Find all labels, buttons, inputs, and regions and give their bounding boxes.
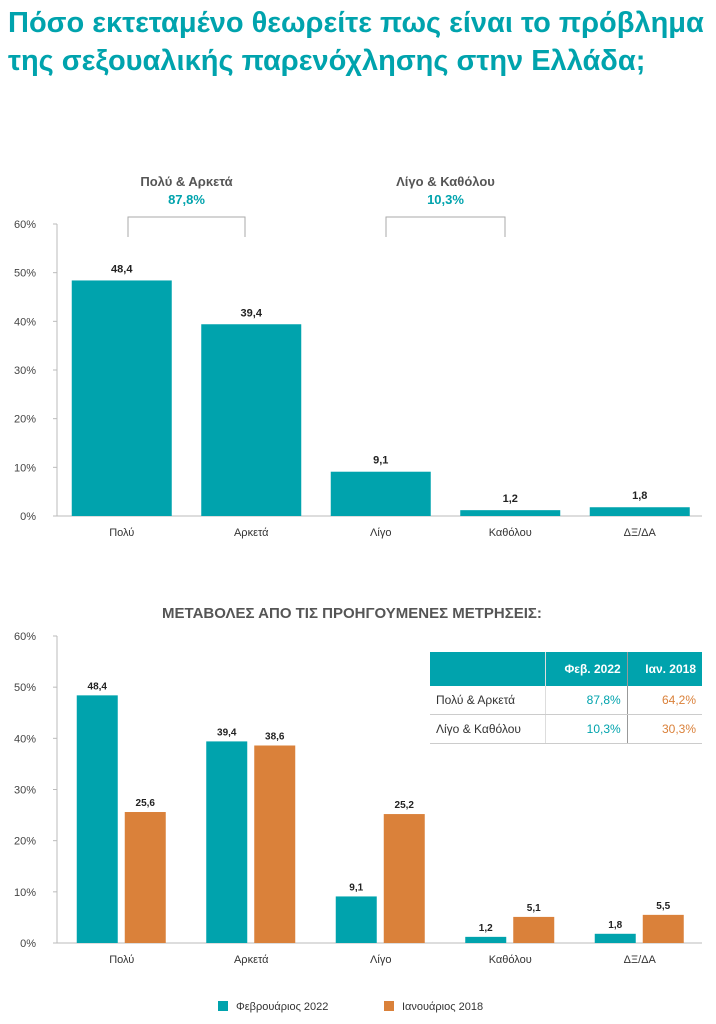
x-tick-label: Καθόλου: [489, 954, 532, 966]
x-tick-label: Λίγο: [370, 527, 391, 539]
x-tick-label: Αρκετά: [234, 954, 269, 966]
y-tick-label: 20%: [14, 836, 36, 848]
bar-2022: [76, 695, 118, 943]
bar: [330, 471, 431, 516]
y-tick-label: 50%: [14, 268, 36, 280]
x-tick-label: ΔΞ/ΔΑ: [624, 954, 657, 966]
cell-2022: 10,3%: [544, 714, 628, 744]
y-tick-label: 10%: [14, 887, 36, 899]
y-tick-label: 40%: [14, 733, 36, 745]
data-label: 39,4: [241, 307, 263, 319]
x-tick-label: Πολύ: [109, 954, 134, 966]
bar-2022: [594, 933, 636, 943]
bar-2022: [206, 741, 248, 943]
x-tick-label: ΔΞ/ΔΑ: [624, 527, 657, 539]
bar-2018: [124, 812, 166, 943]
group-bracket: [127, 216, 246, 237]
group-value: 10,3%: [427, 192, 464, 207]
y-tick-label: 10%: [14, 462, 36, 474]
group-label: Πολύ & Αρκετά: [140, 174, 232, 189]
comparison-table: Φεβ. 2022 Ιαν. 2018 Πολύ & Αρκετά 87,8% …: [430, 652, 702, 744]
data-label: 9,1: [373, 455, 388, 467]
data-label: 1,8: [608, 920, 622, 931]
x-tick-label: Λίγο: [370, 954, 391, 966]
group-label: Λίγο & Καθόλου: [396, 174, 495, 189]
cell-2022: 87,8%: [544, 686, 628, 715]
cell-2018: 64,2%: [627, 686, 702, 715]
x-tick-label: Αρκετά: [234, 527, 269, 539]
bar: [460, 510, 561, 516]
data-label: 25,6: [136, 798, 156, 809]
y-tick-label: 20%: [14, 414, 36, 426]
row-label: Λίγο & Καθόλου: [430, 714, 546, 744]
bar-2018: [513, 916, 555, 943]
data-label: 1,2: [479, 923, 493, 934]
row-label: Πολύ & Αρκετά: [430, 686, 546, 715]
legend-swatch: [384, 1001, 394, 1011]
header-cell: Φεβ. 2022: [544, 652, 628, 686]
bar-2018: [254, 745, 296, 943]
data-label: 5,5: [656, 901, 670, 912]
legend-swatch: [218, 1001, 228, 1011]
y-tick-label: 30%: [14, 785, 36, 797]
y-tick-label: 0%: [20, 938, 36, 950]
bar-2022: [465, 936, 507, 943]
table-row: Λίγο & Καθόλου 10,3% 30,3%: [430, 714, 702, 744]
cell-2018: 30,3%: [627, 714, 702, 744]
bar: [71, 280, 172, 516]
x-tick-label: Καθόλου: [489, 527, 532, 539]
data-label: 9,1: [349, 882, 363, 893]
bar-2018: [642, 914, 684, 943]
y-tick-label: 60%: [14, 219, 36, 231]
y-tick-label: 0%: [20, 511, 36, 523]
chart-title: ΜΕΤΑΒΟΛΕΣ ΑΠΟ ΤΙΣ ΠΡΟΗΓΟΥΜΕΝΕΣ ΜΕΤΡΗΣΕΙΣ…: [162, 605, 542, 622]
bar: [201, 324, 302, 516]
bar-2018: [383, 814, 425, 943]
bar: [589, 507, 690, 516]
group-bracket: [385, 216, 506, 237]
y-tick-label: 60%: [14, 631, 36, 643]
data-label: 38,6: [265, 731, 285, 742]
group-value: 87,8%: [168, 192, 205, 207]
page-title: Πόσο εκτεταμένο θεωρείτε πως είναι το πρ…: [8, 7, 704, 77]
legend-label: Ιανουάριος 2018: [402, 1001, 483, 1013]
table-header: Φεβ. 2022 Ιαν. 2018: [430, 652, 702, 686]
y-tick-label: 30%: [14, 365, 36, 377]
x-tick-label: Πολύ: [109, 527, 134, 539]
data-label: 25,2: [395, 800, 415, 811]
data-label: 39,4: [217, 727, 237, 738]
data-label: 5,1: [527, 903, 541, 914]
legend-label: Φεβρουάριος 2022: [236, 1001, 328, 1013]
y-tick-label: 50%: [14, 682, 36, 694]
header-cell: Ιαν. 2018: [627, 652, 702, 686]
data-label: 1,8: [632, 490, 647, 502]
bar-2022: [335, 896, 377, 943]
data-label: 1,2: [503, 493, 518, 505]
y-tick-label: 40%: [14, 316, 36, 328]
table-row: Πολύ & Αρκετά 87,8% 64,2%: [430, 686, 702, 715]
header-cell: [430, 652, 546, 686]
data-label: 48,4: [88, 681, 108, 692]
data-label: 48,4: [111, 263, 133, 275]
